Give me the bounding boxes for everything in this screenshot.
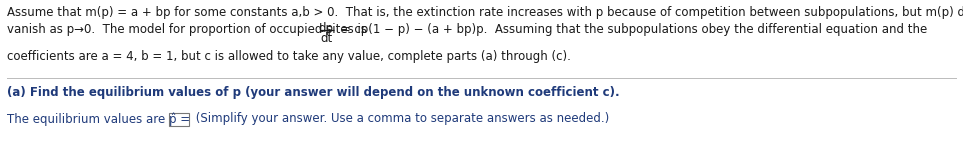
Text: (Simplify your answer. Use a comma to separate answers as needed.): (Simplify your answer. Use a comma to se… [192, 112, 609, 125]
Text: dp: dp [319, 22, 333, 35]
Text: The equilibrium values are p̂ =: The equilibrium values are p̂ = [7, 112, 194, 126]
Text: (a) Find the equilibrium values of p (your answer will depend on the unknown coe: (a) Find the equilibrium values of p (yo… [7, 86, 619, 99]
Text: = cp(1 − p) − (a + bp)p.  Assuming that the subpopulations obey the differential: = cp(1 − p) − (a + bp)p. Assuming that t… [337, 23, 927, 36]
Text: dt: dt [320, 32, 332, 45]
Text: coefficients are a = 4, b = 1, but c is allowed to take any value, complete part: coefficients are a = 4, b = 1, but c is … [7, 50, 571, 63]
Text: vanish as p→0.  The model for proportion of occupied sites is: vanish as p→0. The model for proportion … [7, 23, 371, 36]
FancyBboxPatch shape [169, 113, 189, 126]
Text: Assume that m(p) = a + bp for some constants a,b > 0.  That is, the extinction r: Assume that m(p) = a + bp for some const… [7, 6, 963, 19]
